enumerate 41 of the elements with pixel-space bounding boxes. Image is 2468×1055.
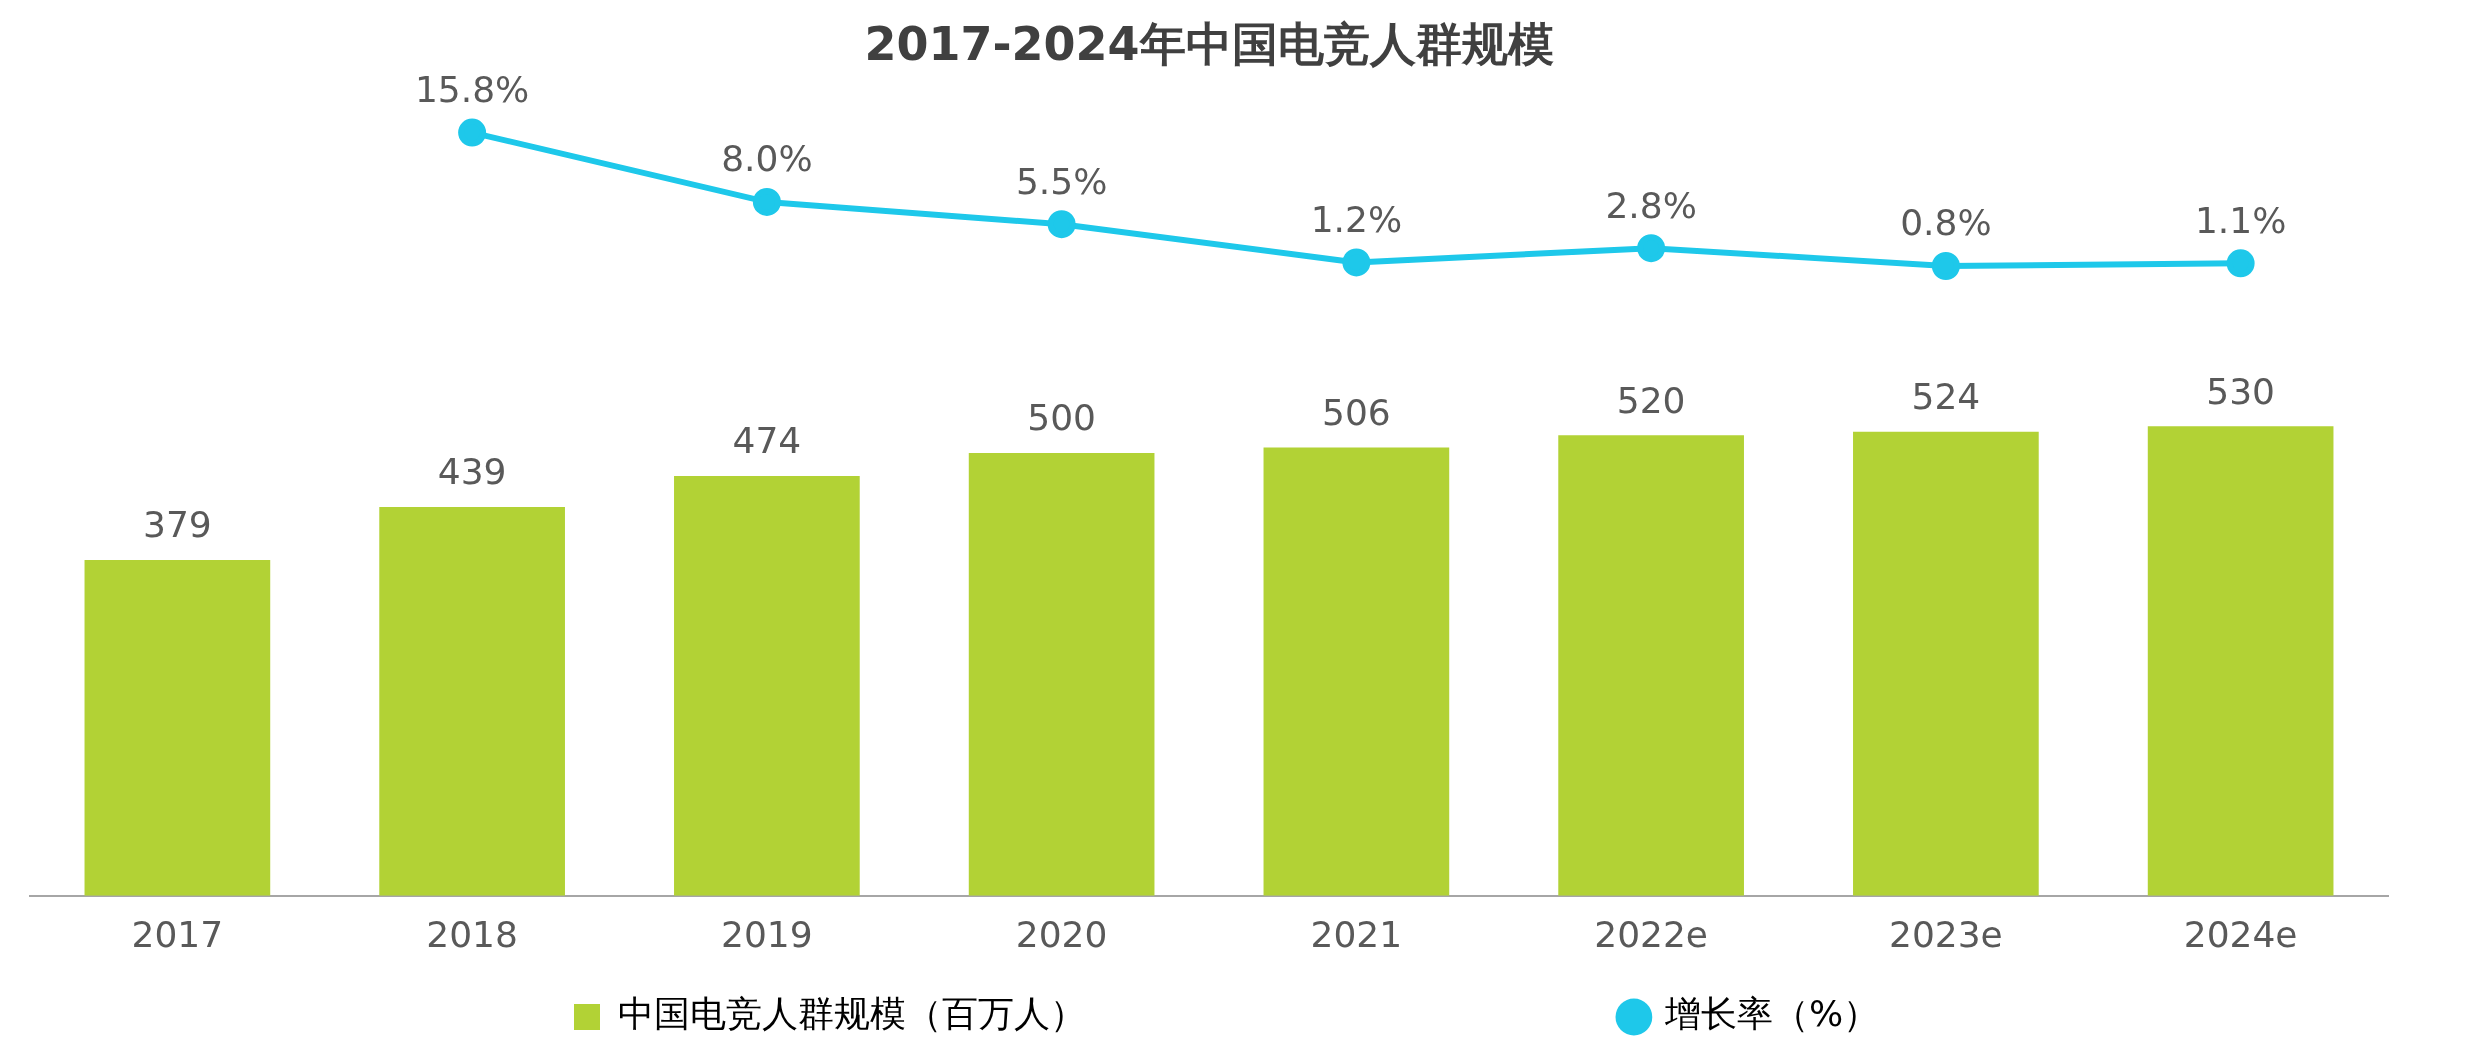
data-label: 5.5%: [1015, 160, 1108, 202]
data-label: 15.8%: [414, 68, 530, 110]
bar: [674, 475, 860, 896]
bar: [1558, 435, 1744, 896]
data-label: 1.1%: [2194, 199, 2287, 241]
bar: [2147, 426, 2334, 896]
x-tick-label: 2022e: [1594, 913, 1709, 955]
x-tick-label: 2019: [721, 913, 813, 955]
bar: [379, 506, 565, 896]
point: [1931, 252, 1960, 280]
data-label: 8.0%: [721, 138, 813, 180]
data-label: 2.8%: [1605, 184, 1697, 226]
data-label: 520: [1616, 379, 1686, 421]
data-label: 506: [1322, 391, 1391, 433]
x-tick-label: 2017: [131, 913, 224, 955]
data-label: 379: [143, 504, 212, 546]
data-label: 500: [1027, 397, 1096, 439]
point: [458, 118, 487, 147]
point: [2226, 249, 2255, 278]
data-label: 0.8%: [1900, 202, 1992, 244]
bar: [968, 452, 1155, 896]
point: [1637, 234, 1666, 263]
point: [1342, 248, 1371, 277]
bar: [1263, 447, 1450, 896]
bar: [1853, 431, 2039, 896]
point: [1047, 210, 1076, 239]
data-label: 474: [732, 420, 802, 462]
data-label: 524: [1911, 376, 1981, 417]
data-label: 439: [437, 451, 507, 493]
legend-label: 增长率（%）: [1663, 993, 1880, 1035]
data-label: 530: [2206, 370, 2275, 412]
legend-label: 中国电竞人群规模（百万人）: [618, 993, 1086, 1035]
x-tick-label: 2021: [1310, 913, 1403, 955]
x-tick-label: 2020: [1015, 913, 1108, 955]
point: [752, 187, 781, 216]
bar: [84, 560, 271, 896]
chart-title: 2017-2024年中国电竞人群规模: [864, 16, 1554, 71]
x-tick-label: 2023e: [1888, 913, 2003, 955]
x-tick-label: 2024e: [2183, 913, 2298, 955]
x-tick-label: 2018: [426, 913, 518, 955]
data-label: 1.2%: [1310, 198, 1403, 240]
